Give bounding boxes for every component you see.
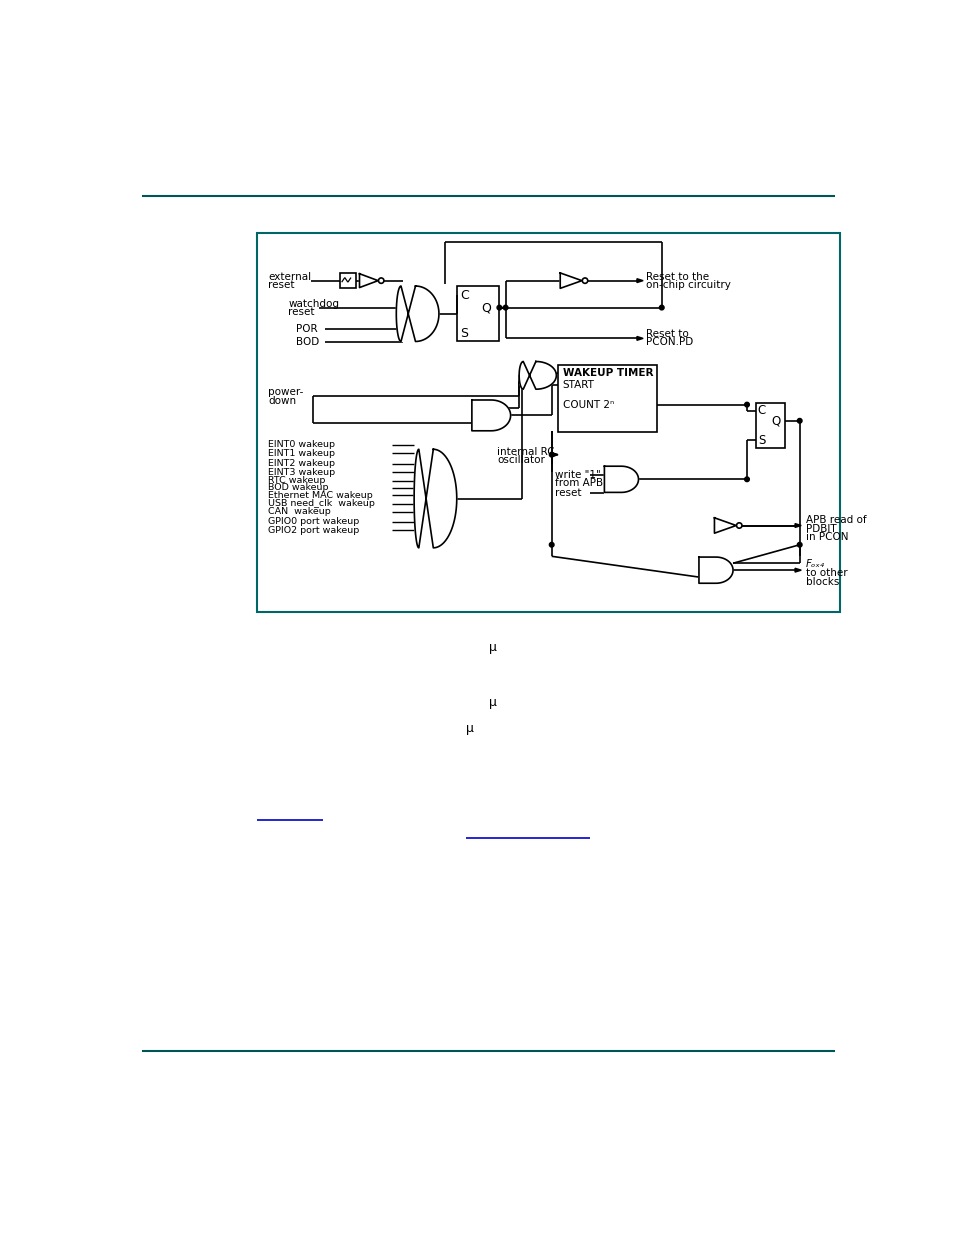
Text: USB need_clk  wakeup: USB need_clk wakeup: [268, 499, 375, 509]
Text: external: external: [268, 272, 311, 282]
Text: POR: POR: [295, 324, 317, 335]
Bar: [340, 273, 355, 288]
Text: write "1": write "1": [555, 469, 600, 479]
Circle shape: [797, 419, 801, 424]
Polygon shape: [359, 274, 377, 288]
Text: GPIO2 port wakeup: GPIO2 port wakeup: [268, 526, 359, 535]
Circle shape: [659, 305, 663, 310]
Text: reset: reset: [268, 280, 294, 290]
Text: S: S: [757, 433, 764, 447]
Polygon shape: [518, 362, 556, 389]
Circle shape: [378, 278, 383, 283]
Polygon shape: [714, 517, 736, 534]
Polygon shape: [604, 466, 638, 493]
Text: PDBIT: PDBIT: [805, 524, 836, 534]
Circle shape: [797, 542, 801, 547]
Text: reset: reset: [555, 488, 580, 498]
Polygon shape: [559, 273, 581, 288]
Polygon shape: [794, 524, 801, 527]
Circle shape: [549, 452, 554, 457]
Text: S: S: [459, 327, 467, 341]
Polygon shape: [395, 287, 438, 341]
Text: in PCON: in PCON: [805, 532, 847, 542]
Circle shape: [549, 542, 554, 547]
Text: Q: Q: [480, 301, 491, 314]
Text: internal RC: internal RC: [497, 447, 555, 457]
Polygon shape: [637, 336, 642, 341]
Polygon shape: [551, 453, 558, 457]
Text: START: START: [562, 379, 594, 389]
Text: GPIO0 port wakeup: GPIO0 port wakeup: [268, 517, 359, 526]
Text: μ: μ: [465, 722, 473, 735]
Text: WAKEUP TIMER: WAKEUP TIMER: [562, 368, 653, 378]
Bar: [755, 403, 784, 448]
Polygon shape: [551, 453, 558, 457]
Text: EINT3 wakeup: EINT3 wakeup: [268, 468, 335, 477]
Polygon shape: [699, 557, 732, 583]
Polygon shape: [472, 400, 510, 431]
Text: Reset to: Reset to: [645, 329, 688, 338]
Text: CAN  wakeup: CAN wakeup: [268, 508, 331, 516]
Circle shape: [581, 278, 587, 283]
Text: Fₒₓ₄: Fₒₓ₄: [805, 559, 824, 569]
Text: blocks: blocks: [805, 577, 839, 587]
Text: watchdog: watchdog: [288, 299, 339, 309]
Text: μ: μ: [488, 641, 497, 653]
Text: power-: power-: [268, 388, 303, 398]
Text: PCON.PD: PCON.PD: [645, 337, 693, 347]
Bar: [456, 287, 498, 341]
Text: Reset to the: Reset to the: [645, 272, 709, 282]
Text: RTC wakeup: RTC wakeup: [268, 477, 325, 485]
Text: EINT2 wakeup: EINT2 wakeup: [268, 459, 335, 468]
Text: μ: μ: [488, 697, 497, 709]
Text: Ethernet MAC wakeup: Ethernet MAC wakeup: [268, 492, 373, 500]
Text: BOD: BOD: [295, 337, 319, 347]
Text: reset: reset: [288, 308, 314, 317]
Text: C: C: [757, 404, 765, 417]
Text: from APB: from APB: [555, 478, 602, 488]
Text: on-chip circuitry: on-chip circuitry: [645, 280, 730, 290]
Circle shape: [736, 522, 741, 529]
Text: to other: to other: [805, 568, 846, 578]
Text: EINT0 wakeup: EINT0 wakeup: [268, 440, 335, 450]
Circle shape: [503, 305, 507, 310]
Bar: [257, 233, 840, 611]
Circle shape: [744, 403, 748, 406]
Bar: [558, 364, 657, 432]
Text: oscillator: oscillator: [497, 454, 545, 466]
Text: BOD wakeup: BOD wakeup: [268, 483, 328, 493]
Text: down: down: [268, 395, 295, 406]
Polygon shape: [794, 568, 801, 572]
Circle shape: [744, 477, 748, 482]
Text: EINT1 wakeup: EINT1 wakeup: [268, 448, 335, 458]
Text: COUNT 2ⁿ: COUNT 2ⁿ: [562, 400, 613, 410]
Text: C: C: [459, 289, 468, 301]
Circle shape: [497, 305, 501, 310]
Polygon shape: [637, 279, 642, 283]
Polygon shape: [414, 450, 456, 548]
Text: APB read of: APB read of: [805, 515, 865, 525]
Text: Q: Q: [771, 414, 781, 427]
